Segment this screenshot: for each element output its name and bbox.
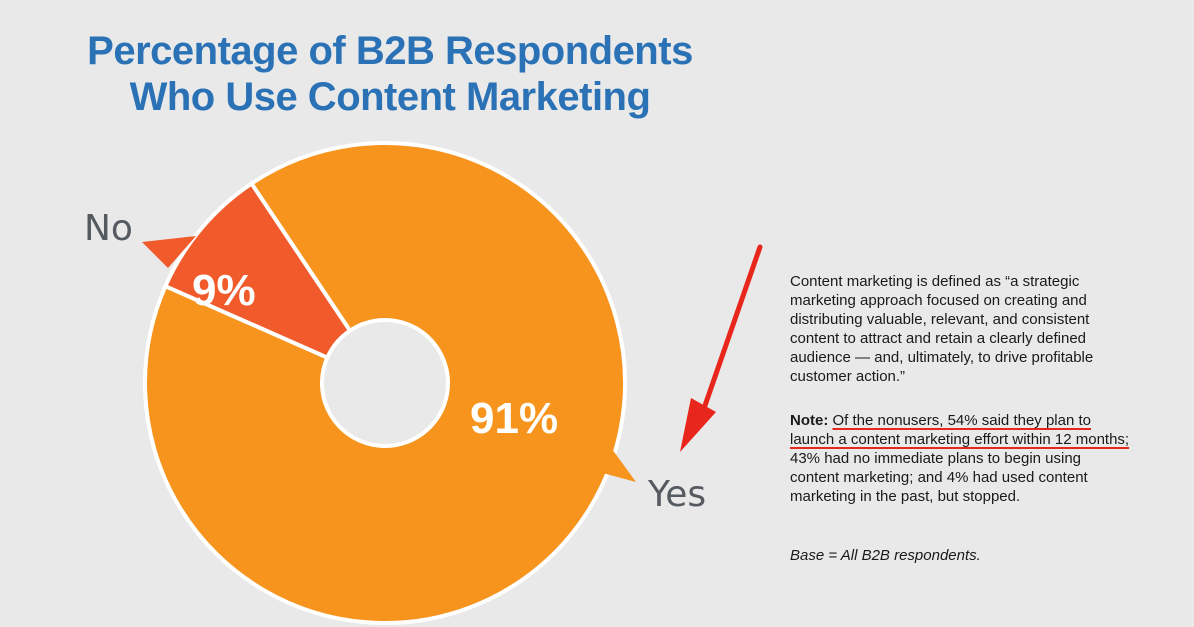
callout-tail-yes <box>584 438 636 482</box>
note-paragraph: Note: Of the nonusers, 54% said they pla… <box>790 411 1130 506</box>
chart-title-line1: Percentage of B2B Respondents <box>87 29 693 73</box>
note-rest-text: 43% had no immediate plans to begin usin… <box>790 450 1088 505</box>
chart-title: Percentage of B2B Respondents Who Use Co… <box>40 28 740 120</box>
note-highlighted-text: Of the nonusers, 54% said they plan to l… <box>790 412 1130 448</box>
slice-label-yes: Yes <box>648 474 707 515</box>
chart-title-line2: Who Use Content Marketing <box>129 75 651 119</box>
base-text: Base = All B2B respondents. <box>790 547 981 564</box>
annotation-arrow <box>680 244 763 452</box>
note-label: Note: <box>790 412 829 429</box>
text-panel: Content marketing is defined as “a strat… <box>790 272 1130 565</box>
slice-value-yes: 91% <box>470 394 559 443</box>
definition-text: Content marketing is defined as “a strat… <box>790 273 1094 385</box>
slice-label-no: No <box>84 208 133 249</box>
callout-tail-no <box>142 236 196 268</box>
slice-no <box>162 180 353 361</box>
slice-yes <box>143 141 627 625</box>
donut-slices <box>142 141 636 625</box>
slice-value-no: 9% <box>192 266 256 315</box>
